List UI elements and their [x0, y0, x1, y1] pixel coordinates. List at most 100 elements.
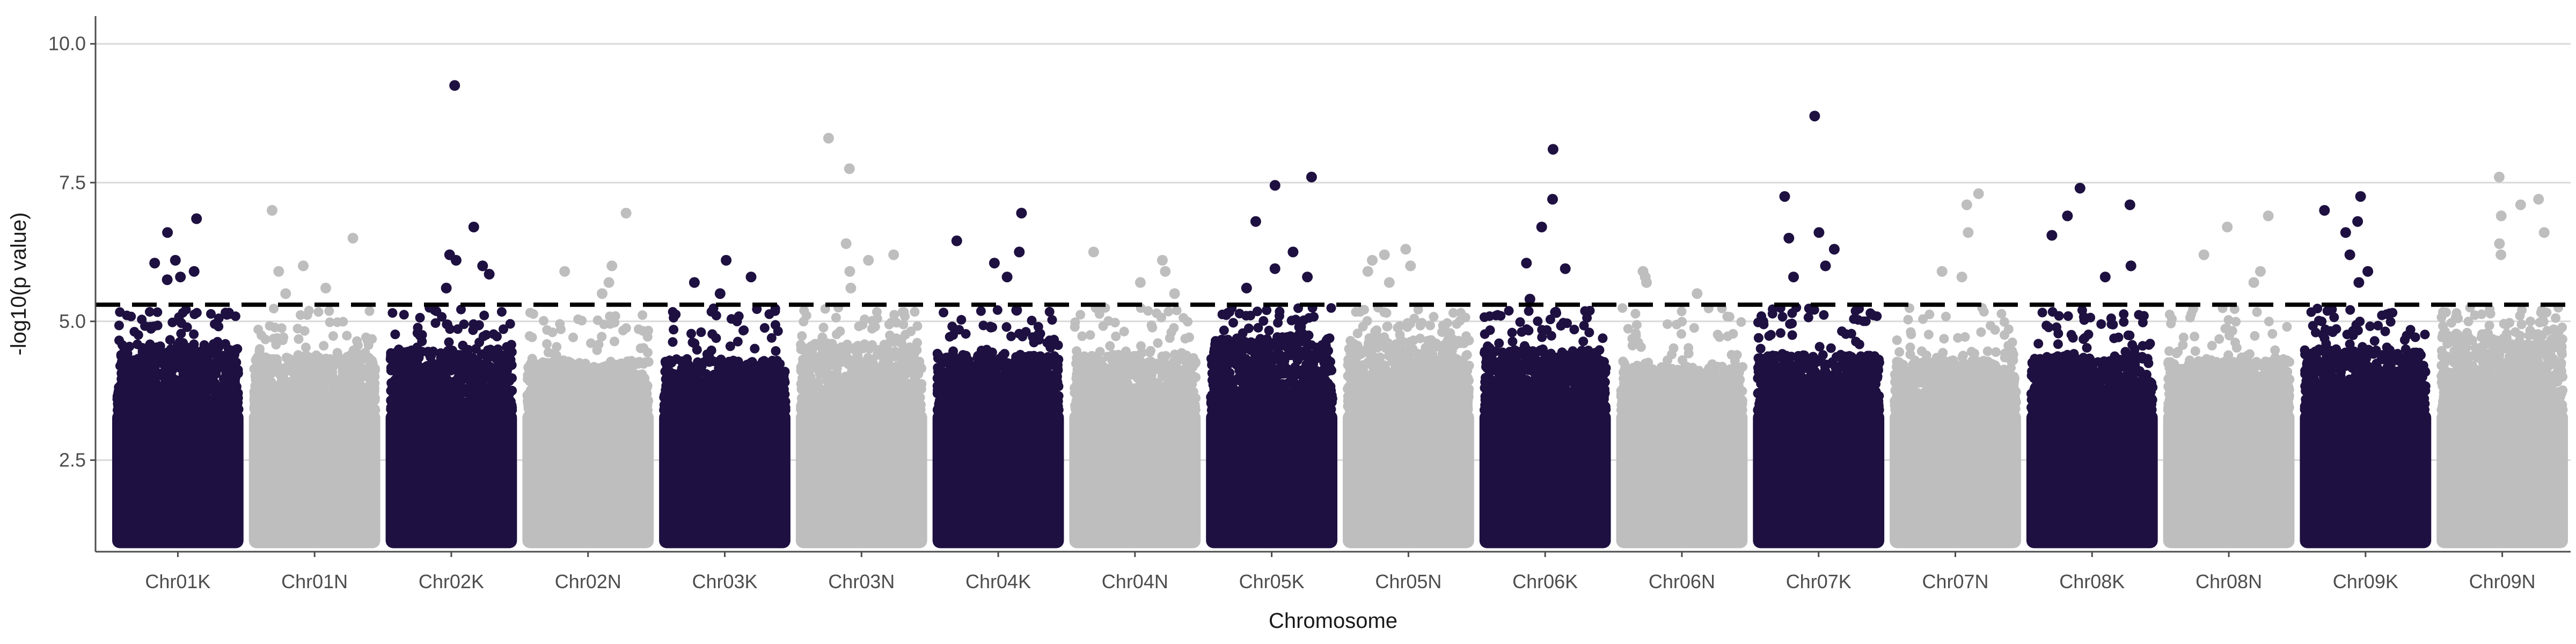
chromosome-Chr02K-points — [385, 80, 517, 548]
snp-point — [479, 310, 489, 320]
snp-point — [562, 391, 573, 401]
snp-point — [423, 370, 433, 380]
data-points — [112, 80, 2568, 548]
snp-point — [314, 379, 325, 389]
chromosome-Chr03K-points — [659, 255, 791, 548]
snp-point — [189, 309, 200, 319]
snp-point — [414, 369, 424, 379]
snp-point — [296, 392, 306, 402]
snp-point — [764, 360, 774, 370]
snp-point — [721, 405, 731, 415]
peak-snp-point — [689, 277, 700, 288]
snp-point — [523, 389, 533, 399]
chromosome-Chr03N-points — [795, 133, 927, 548]
dense-points-Chr02K — [385, 410, 517, 548]
peak-snp-point — [449, 80, 460, 91]
peak-snp-point — [170, 255, 181, 266]
snp-point — [181, 305, 191, 314]
snp-point — [332, 348, 342, 358]
snp-point — [716, 354, 726, 364]
snp-point — [399, 310, 409, 320]
snp-point — [488, 404, 499, 414]
peak-snp-point — [175, 272, 186, 283]
snp-point — [214, 394, 224, 405]
snp-point — [172, 355, 181, 365]
peak-snp-point — [267, 205, 277, 216]
snp-point — [341, 364, 351, 375]
snp-point — [460, 355, 470, 365]
snp-point — [114, 320, 124, 331]
snp-point — [495, 368, 505, 378]
snp-point — [597, 383, 608, 393]
snp-point — [149, 369, 159, 379]
snp-point — [115, 307, 125, 317]
dense-points-Chr03K — [659, 410, 791, 548]
snp-point — [690, 338, 700, 348]
snp-point — [136, 401, 146, 412]
snp-point — [159, 380, 170, 390]
snp-point — [113, 386, 123, 397]
snp-point — [255, 394, 265, 404]
snp-point — [779, 400, 789, 410]
snp-point — [184, 397, 194, 407]
snp-point — [255, 344, 265, 354]
snp-point — [141, 382, 151, 392]
snp-point — [535, 402, 545, 412]
snp-point — [662, 365, 672, 376]
peak-snp-point — [603, 277, 614, 288]
chromosome-Chr01N-points — [248, 205, 380, 548]
snp-point — [330, 378, 340, 388]
snp-point — [230, 311, 240, 321]
snp-point — [272, 356, 282, 366]
snp-point — [431, 306, 442, 317]
snp-point — [163, 370, 173, 380]
snp-point — [712, 382, 722, 392]
snp-point — [779, 370, 789, 380]
snp-point — [736, 392, 747, 402]
snp-point — [496, 307, 507, 317]
snp-point — [213, 336, 223, 347]
snp-point — [212, 381, 222, 391]
snp-point — [444, 337, 454, 347]
snp-point — [304, 405, 314, 415]
snp-point — [128, 359, 138, 369]
snp-point — [128, 385, 138, 395]
peak-snp-point — [280, 288, 291, 299]
snp-point — [315, 355, 325, 365]
snp-point — [602, 367, 612, 377]
snp-point — [682, 354, 692, 364]
snp-point — [473, 383, 483, 393]
snp-point — [750, 343, 760, 354]
snp-point — [130, 368, 140, 378]
snp-point — [281, 353, 291, 363]
snp-point — [702, 349, 712, 360]
snp-point — [230, 362, 240, 372]
snp-point — [178, 338, 188, 348]
snp-point — [618, 405, 628, 415]
dense-points-Chr03N — [795, 410, 927, 548]
snp-point — [711, 311, 721, 320]
peak-snp-point — [606, 260, 618, 272]
peak-snp-point — [721, 255, 732, 266]
snp-point — [744, 390, 755, 400]
snp-point — [682, 388, 692, 398]
snp-point — [639, 386, 649, 397]
snp-point — [492, 332, 502, 341]
snp-point — [225, 347, 236, 357]
snp-point — [253, 325, 264, 334]
peak-snp-point — [273, 266, 284, 277]
snp-point — [323, 398, 333, 408]
snp-point — [191, 349, 201, 359]
snp-point — [547, 327, 558, 338]
dense-points-Chr01K — [112, 410, 244, 548]
snp-point — [302, 382, 312, 392]
snp-point — [739, 325, 749, 335]
snp-point — [186, 404, 196, 414]
snp-point — [129, 327, 140, 337]
snp-point — [592, 345, 602, 355]
snp-point — [730, 359, 740, 369]
snp-point — [459, 319, 469, 330]
snp-point — [149, 321, 159, 332]
snp-point — [228, 393, 237, 403]
snp-point — [166, 344, 176, 354]
